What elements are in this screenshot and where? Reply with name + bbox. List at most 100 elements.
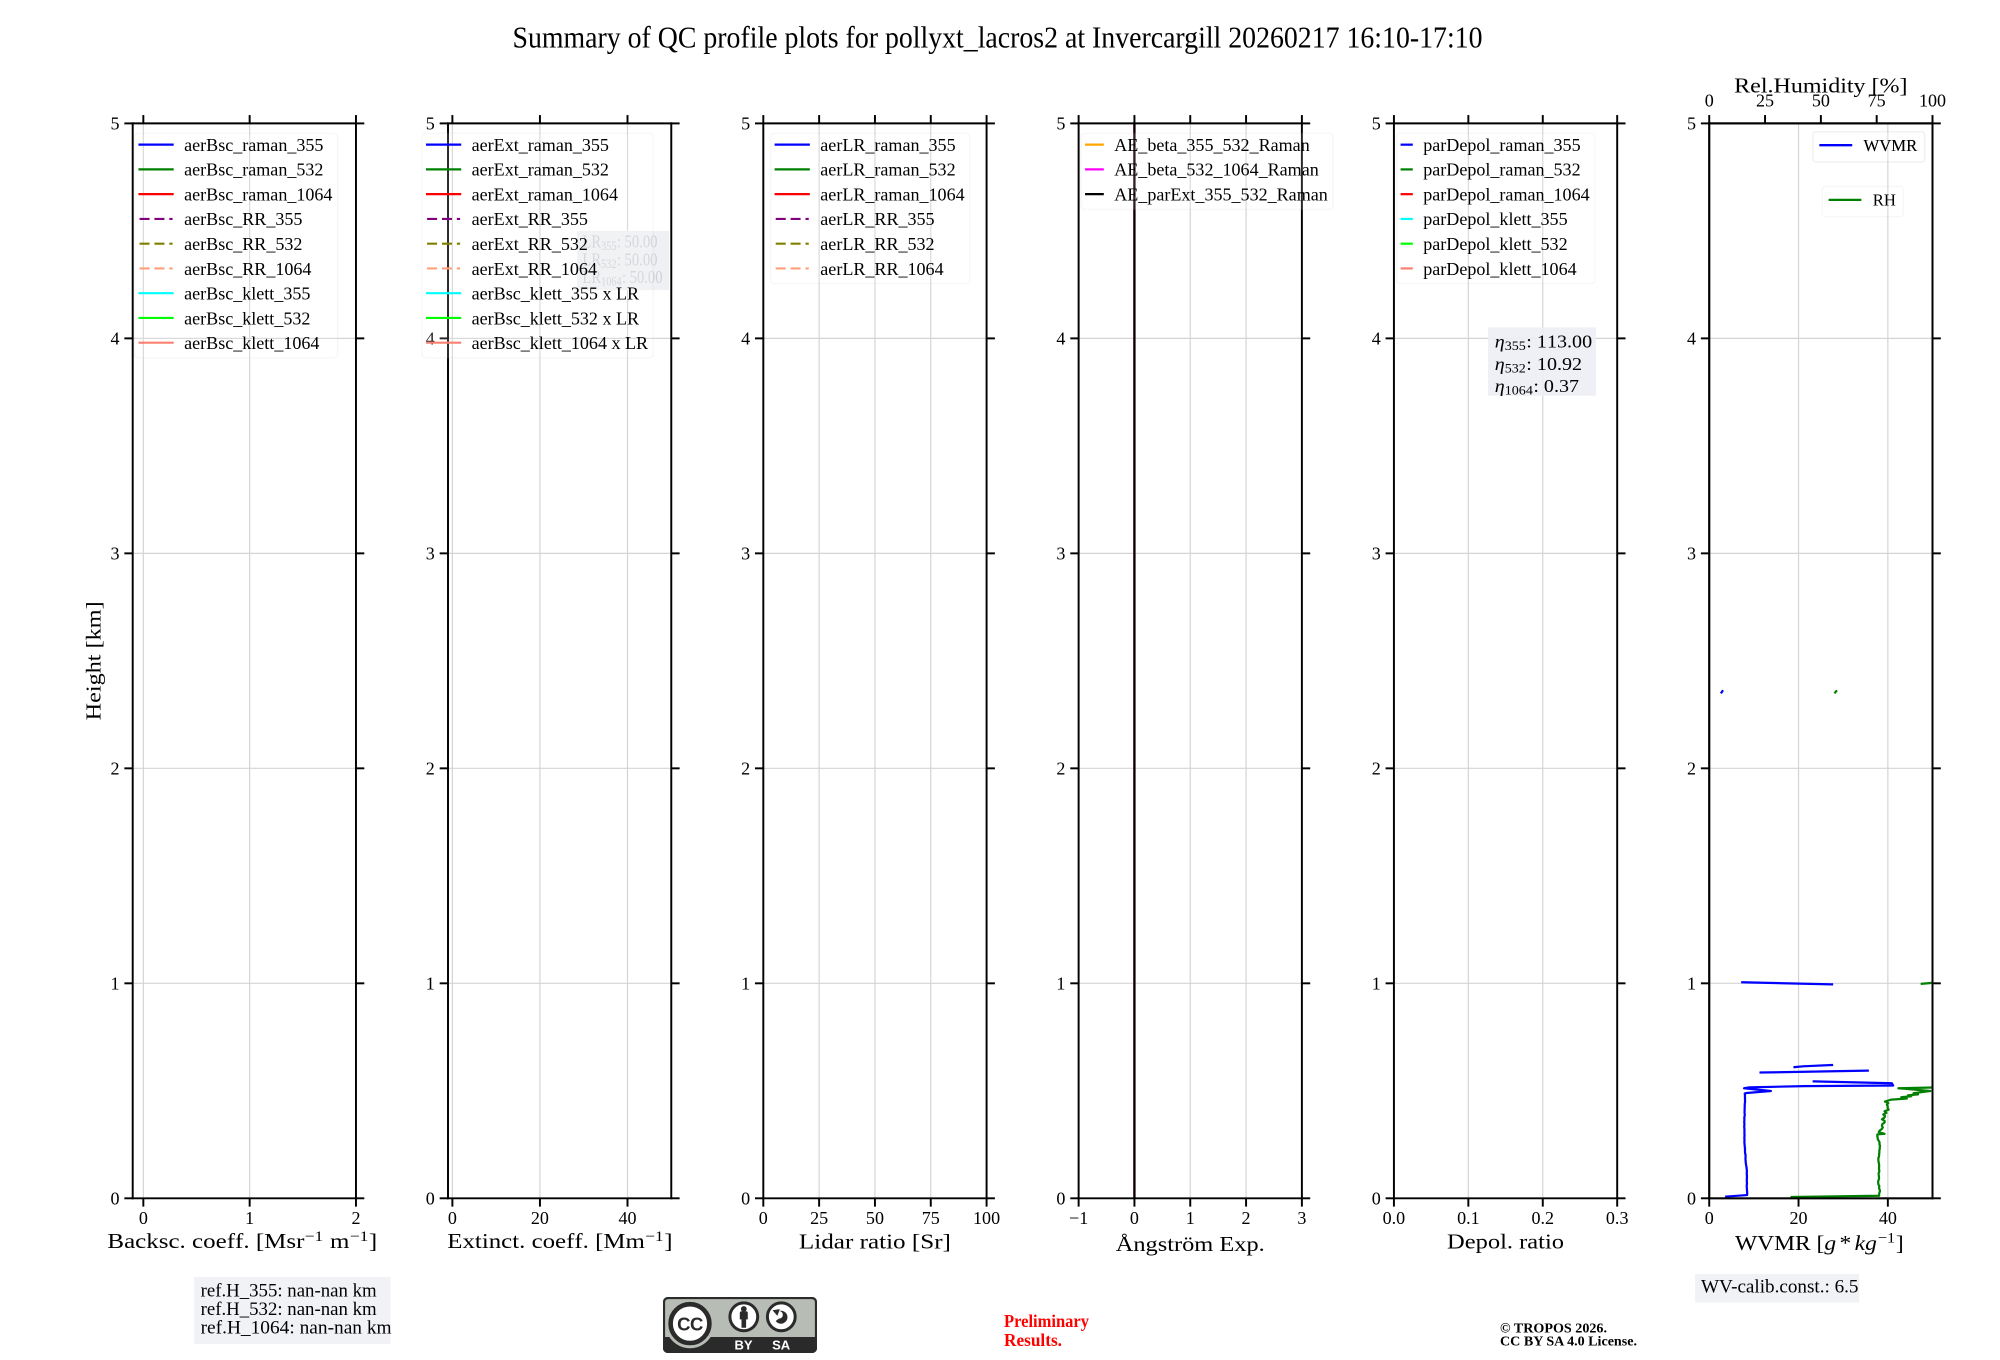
svg-text:Results.: Results. xyxy=(1004,1330,1062,1350)
svg-text:L R :: L R : 5 0 . 0 0 1 0 6 4 xyxy=(582,264,694,291)
svg-text:0: 0 xyxy=(1705,1208,1714,1228)
svg-text:aerBsc_raman_532: aerBsc_raman_532 xyxy=(184,160,323,180)
svg-text:50: 50 xyxy=(866,1208,884,1228)
svg-text:aerBsc_RR_1064: aerBsc_RR_1064 xyxy=(184,259,311,279)
svg-text:0.2: 0.2 xyxy=(1531,1208,1554,1228)
svg-text:aerExt_RR_1064: aerExt_RR_1064 xyxy=(472,259,597,279)
svg-text:0: 0 xyxy=(1056,1189,1065,1209)
svg-text:aerBsc_RR_532: aerBsc_RR_532 xyxy=(184,234,302,254)
svg-text:3: 3 xyxy=(741,544,750,564)
svg-text:1: 1 xyxy=(426,974,435,994)
svg-text:aerExt_RR_532: aerExt_RR_532 xyxy=(472,234,588,254)
svg-text:2: 2 xyxy=(1687,759,1696,779)
svg-text:2: 2 xyxy=(1242,1208,1251,1228)
svg-text:AE_beta_355_532_Raman: AE_beta_355_532_Raman xyxy=(1114,135,1309,155)
svg-text:aerExt_raman_532: aerExt_raman_532 xyxy=(472,160,609,180)
svg-text:0: 0 xyxy=(1130,1208,1139,1228)
svg-text:parDepol_klett_1064: parDepol_klett_1064 xyxy=(1423,259,1576,279)
svg-text:ref.H_1064: nan-nan km: ref.H_1064: nan-nan km xyxy=(201,1318,393,1339)
svg-text:4: 4 xyxy=(110,329,119,349)
svg-text:0: 0 xyxy=(1687,1189,1696,1209)
svg-text:aerLR_raman_1064: aerLR_raman_1064 xyxy=(820,184,964,204)
svg-text:CC: CC xyxy=(677,1314,703,1335)
svg-text:0.1: 0.1 xyxy=(1457,1208,1480,1228)
svg-text:aerExt_raman_355: aerExt_raman_355 xyxy=(472,135,609,155)
svg-text:100: 100 xyxy=(1919,90,1946,110)
svg-text:aerLR_raman_355: aerLR_raman_355 xyxy=(820,135,955,155)
svg-text:20: 20 xyxy=(1790,1208,1808,1228)
svg-text:20: 20 xyxy=(531,1208,549,1228)
svg-text:0: 0 xyxy=(741,1189,750,1209)
svg-text:1: 1 xyxy=(1687,974,1696,994)
svg-text:4: 4 xyxy=(1372,329,1381,349)
svg-text:ref.H_532: nan-nan km: ref.H_532: nan-nan km xyxy=(201,1299,378,1320)
svg-text:4: 4 xyxy=(1687,329,1696,349)
svg-text:parDepol_raman_355: parDepol_raman_355 xyxy=(1423,135,1580,155)
svg-text:aerLR_RR_532: aerLR_RR_532 xyxy=(820,234,934,254)
svg-text:RH: RH xyxy=(1873,191,1896,210)
svg-text:parDepol_klett_355: parDepol_klett_355 xyxy=(1423,209,1567,229)
svg-text:40: 40 xyxy=(1879,1208,1897,1228)
svg-text:25: 25 xyxy=(810,1208,828,1228)
svg-text:aerBsc_klett_1064 x LR: aerBsc_klett_1064 x LR xyxy=(472,333,649,353)
svg-text:0.0: 0.0 xyxy=(1383,1208,1406,1228)
svg-text:Summary of QC profile plots fo: Summary of QC profile plots for pollyxt_… xyxy=(513,20,1483,54)
svg-text:3: 3 xyxy=(1687,544,1696,564)
svg-text:W V M R: W V M R [ * ] g k g − 1 xyxy=(1735,1224,1952,1257)
svg-text:Height [km]: Height [km] xyxy=(81,601,105,720)
svg-text:L R :: L R : 5 0 . 0 0 5 3 2 xyxy=(582,247,688,274)
svg-text:aerExt_raman_1064: aerExt_raman_1064 xyxy=(472,184,618,204)
svg-text:−1: −1 xyxy=(1069,1208,1088,1228)
svg-text:© TROPOS 2026.: © TROPOS 2026. xyxy=(1500,1322,1607,1337)
svg-text:1: 1 xyxy=(1186,1208,1195,1228)
svg-text:BY: BY xyxy=(734,1337,752,1352)
svg-text:WVMR: WVMR xyxy=(1864,136,1919,155)
svg-text:aerLR_raman_532: aerLR_raman_532 xyxy=(820,160,955,180)
svg-text:0: 0 xyxy=(110,1189,119,1209)
svg-text:75: 75 xyxy=(922,1208,940,1228)
svg-text:5: 5 xyxy=(110,114,119,134)
svg-text:0: 0 xyxy=(426,1189,435,1209)
svg-text:0: 0 xyxy=(1372,1189,1381,1209)
svg-text:0: 0 xyxy=(139,1208,148,1228)
svg-text:4: 4 xyxy=(426,329,435,349)
svg-text:Preliminary: Preliminary xyxy=(1004,1311,1089,1331)
svg-text:3: 3 xyxy=(1372,544,1381,564)
svg-text:B a c k: B a c k s c . c o e f f . [ M s r m ] − xyxy=(107,1223,428,1255)
svg-text:2: 2 xyxy=(1056,759,1065,779)
svg-text:5: 5 xyxy=(1056,114,1065,134)
svg-text:aerBsc_raman_355: aerBsc_raman_355 xyxy=(184,135,323,155)
svg-text:L R :: L R : 5 0 . 0 0 3 5 5 xyxy=(582,229,688,256)
svg-text:AE_beta_532_1064_Raman: AE_beta_532_1064_Raman xyxy=(1114,160,1318,180)
svg-text:3: 3 xyxy=(1056,544,1065,564)
svg-text:aerLR_RR_355: aerLR_RR_355 xyxy=(820,209,934,229)
svg-text:aerBsc_RR_355: aerBsc_RR_355 xyxy=(184,209,302,229)
svg-text:aerBsc_klett_532: aerBsc_klett_532 xyxy=(184,308,310,328)
svg-text:3: 3 xyxy=(426,544,435,564)
svg-text:η 1 0 6: η 1 0 6 4 : 0 . 3 7 xyxy=(1495,373,1616,400)
svg-text:parDepol_raman_532: parDepol_raman_532 xyxy=(1423,160,1580,180)
svg-text:3: 3 xyxy=(1297,1208,1306,1228)
svg-text:2: 2 xyxy=(1372,759,1381,779)
svg-text:2: 2 xyxy=(351,1208,360,1228)
svg-text:50: 50 xyxy=(1812,90,1830,110)
svg-text:1: 1 xyxy=(741,974,750,994)
svg-text:2: 2 xyxy=(426,759,435,779)
svg-text:CC BY SA 4.0 License.: CC BY SA 4.0 License. xyxy=(1500,1335,1637,1350)
svg-text:1: 1 xyxy=(110,974,119,994)
svg-text:25: 25 xyxy=(1756,90,1774,110)
svg-text:Ångström Exp.: Ångström Exp. xyxy=(1116,1232,1265,1256)
svg-text:parDepol_raman_1064: parDepol_raman_1064 xyxy=(1423,184,1589,204)
svg-text:AE_parExt_355_532_Raman: AE_parExt_355_532_Raman xyxy=(1114,184,1328,204)
svg-text:3: 3 xyxy=(110,544,119,564)
svg-text:2: 2 xyxy=(741,759,750,779)
svg-text:E x t i: E x t i n c t . c o e f f . [ M m ] − 1 xyxy=(447,1223,724,1255)
svg-text:aerLR_RR_1064: aerLR_RR_1064 xyxy=(820,259,943,279)
svg-text:1: 1 xyxy=(1056,974,1065,994)
svg-text:WV-calib.const.: 6.5: WV-calib.const.: 6.5 xyxy=(1701,1277,1859,1297)
svg-text:η 3 5 5: η 3 5 5 : 1 1 3 . 0 0 xyxy=(1495,329,1629,356)
svg-text:aerBsc_klett_532 x LR: aerBsc_klett_532 x LR xyxy=(472,308,640,328)
svg-text:4: 4 xyxy=(1056,329,1065,349)
svg-text:Depol. ratio: Depol. ratio xyxy=(1447,1229,1564,1253)
svg-text:aerBsc_klett_355 x LR: aerBsc_klett_355 x LR xyxy=(472,284,640,304)
